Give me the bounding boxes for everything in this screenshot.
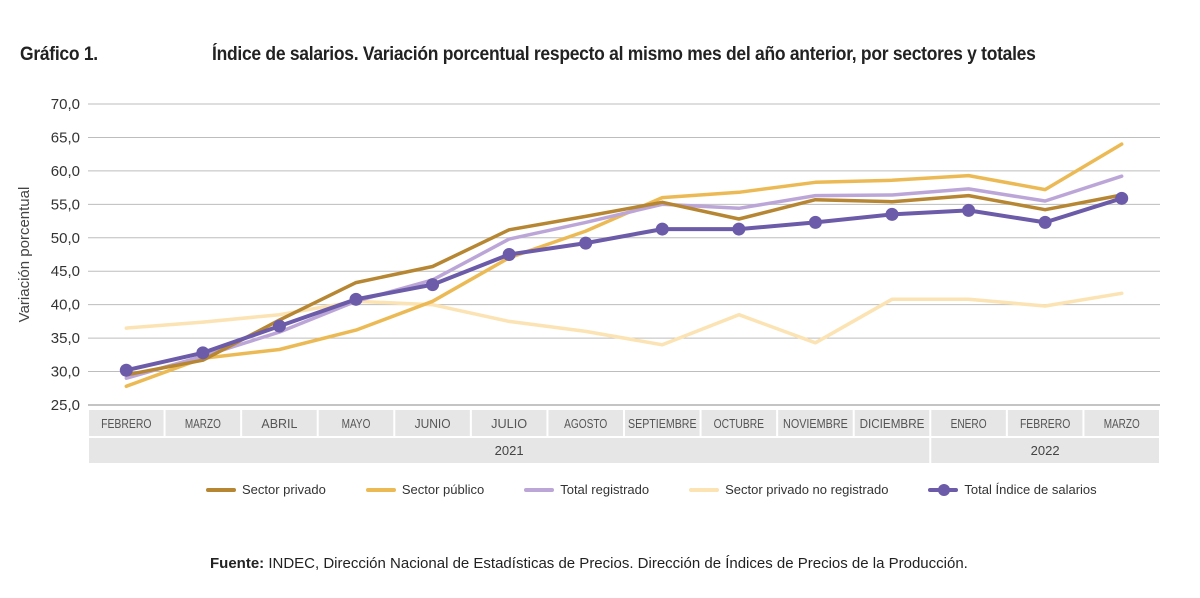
x-category-cell: [548, 410, 623, 436]
legend-label: Total registrado: [560, 482, 650, 497]
chart-title: Índice de salarios. Variación porcentual…: [212, 44, 1036, 65]
grid-layer: [88, 103, 1160, 406]
axis-layer: 25,0 30,0 35,0 40,0 45,0 50,0 55,0 60,0 65,0 70,0…: [16, 96, 1159, 463]
x-tick-label: FEBRERO: [101, 417, 152, 431]
legend-item: Total Índice de salarios: [928, 482, 1097, 497]
data-point: [272, 319, 286, 333]
data-point: [119, 363, 133, 377]
x-tick-label: MAYO: [342, 417, 371, 431]
legend-label: Total Índice de salarios: [964, 482, 1097, 497]
source-note: Fuente: INDEC, Dirección Nacional de Est…: [210, 555, 968, 572]
series-line: [124, 142, 1124, 389]
y-tick-label: 70,0: [51, 96, 80, 113]
data-point: [196, 346, 210, 360]
legend-item: Sector privado no registrado: [689, 482, 888, 497]
x-tick-label: OCTUBRE: [714, 417, 764, 431]
y-tick-label: 45,0: [51, 263, 80, 280]
series-line: [124, 196, 1124, 373]
y-tick-label: 50,0: [51, 230, 80, 247]
legend-marker: [938, 483, 951, 496]
x-year-cell: [89, 438, 930, 463]
legend-swatch: [689, 487, 720, 492]
y-tick-label: 60,0: [51, 163, 80, 180]
x-tick-label: MARZO: [1104, 417, 1140, 431]
data-point: [885, 207, 899, 221]
data-point: [1115, 191, 1129, 205]
y-tick-label: 35,0: [51, 330, 80, 347]
y-tick-label: 40,0: [51, 297, 80, 314]
x-category-cell: [165, 410, 241, 436]
x-year-cell: [931, 438, 1159, 463]
data-point: [579, 236, 593, 250]
x-category-cell: [395, 410, 470, 436]
x-year-label: 2022: [1031, 443, 1060, 458]
data-point: [655, 222, 669, 236]
legend-swatch: [365, 487, 396, 492]
x-category-cell: [1007, 410, 1083, 436]
y-tick-label: 55,0: [51, 196, 80, 213]
data-point: [426, 278, 440, 292]
data-point: [732, 222, 746, 236]
legend-item: Total registrado: [524, 482, 649, 497]
data-point: [808, 215, 822, 229]
legend-label: Sector privado: [242, 482, 326, 497]
legend: Sector privado Sector público Total regist…: [206, 482, 1137, 497]
legend-swatch: [524, 487, 555, 492]
x-tick-label: SEPTIEMBRE: [628, 417, 697, 431]
y-tick-label: 65,0: [51, 129, 80, 146]
data-point: [502, 248, 516, 261]
series-line: [124, 174, 1124, 380]
x-category-cell: [1084, 410, 1159, 436]
series-layer: [119, 142, 1129, 389]
x-category-cell: [89, 410, 164, 436]
legend-item: Sector público: [365, 482, 485, 497]
series-line: [124, 291, 1124, 347]
legend-swatch: [928, 483, 959, 496]
x-tick-label: JUNIO: [415, 417, 451, 431]
x-tick-label: AGOSTO: [564, 417, 607, 431]
y-tick-label: 30,0: [51, 364, 80, 381]
x-category-cell: [242, 410, 317, 436]
x-category-cell: [701, 410, 777, 436]
x-category-cell: [854, 410, 930, 436]
data-point: [1038, 215, 1052, 229]
x-category-cell: [471, 410, 547, 436]
x-tick-label: NOVIEMBRE: [783, 417, 848, 431]
x-year-label: 2021: [495, 443, 524, 458]
legend-item: Sector privado: [206, 482, 326, 497]
x-tick-label: ENERO: [951, 417, 987, 431]
y-tick-label: 25,0: [51, 397, 80, 414]
figure-label: Gráfico 1.: [20, 44, 98, 65]
data-point: [349, 292, 363, 306]
y-axis-label: Variación porcentual: [16, 187, 33, 323]
x-tick-label: DICIEMBRE: [860, 417, 925, 431]
legend-swatch: [206, 487, 236, 492]
source-label: Fuente:: [210, 555, 265, 572]
x-tick-label: JULIO: [491, 417, 527, 431]
x-category-cell: [931, 410, 1006, 436]
legend-label: Sector público: [401, 482, 485, 497]
x-category-cell: [625, 410, 700, 436]
x-tick-label: FEBRERO: [1020, 417, 1071, 431]
legend-label: Sector privado no registrado: [725, 482, 889, 497]
x-category-cell: [318, 410, 394, 436]
source-text: INDEC, Dirección Nacional de Estadística…: [268, 555, 968, 572]
x-tick-label: MARZO: [185, 417, 221, 431]
series-line: [124, 193, 1124, 377]
x-category-cell: [778, 410, 853, 436]
x-tick-label: ABRIL: [261, 417, 297, 431]
data-point: [962, 203, 976, 217]
